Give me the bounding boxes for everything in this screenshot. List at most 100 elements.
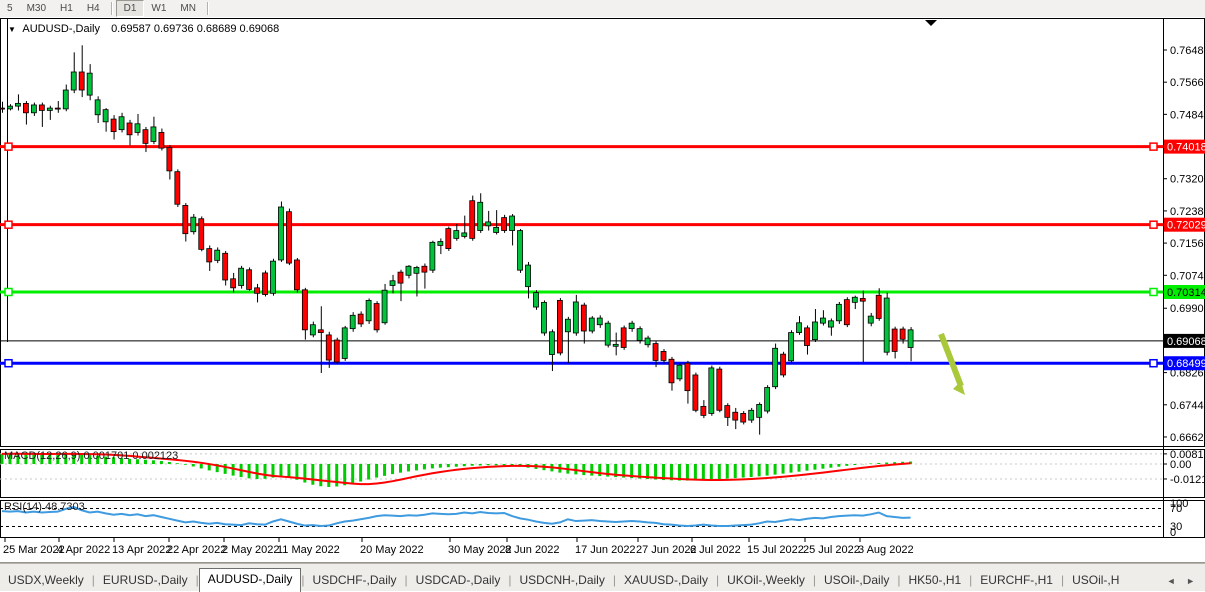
candle-body	[620, 327, 627, 348]
hline-handle[interactable]	[4, 358, 13, 368]
toolbar-separator	[110, 2, 112, 15]
candle-body	[509, 215, 515, 231]
candle	[166, 144, 173, 180]
tab-ukoil-weekly[interactable]: UKOil-,Weekly	[727, 573, 805, 587]
candle	[230, 272, 237, 293]
candle-body	[572, 301, 579, 334]
timeframe-button-m30[interactable]: M30	[26, 3, 47, 14]
candle-body	[15, 102, 21, 107]
timeframe-button-h4[interactable]: H4	[86, 3, 100, 14]
candle	[580, 302, 587, 344]
candle-body	[899, 328, 906, 340]
hline-handle[interactable]	[4, 220, 13, 229]
candle	[46, 105, 53, 120]
price-label-box	[1164, 333, 1205, 348]
tab-usdcnh-daily[interactable]: USDCNH-,Daily	[519, 573, 605, 587]
candle	[604, 320, 611, 348]
candle	[365, 298, 372, 324]
candle-body	[859, 298, 866, 302]
date-label: 15 Jul 2022	[747, 544, 804, 556]
candle-body	[134, 123, 141, 133]
candle	[756, 402, 763, 435]
candle-body	[517, 230, 523, 271]
candle	[525, 261, 531, 299]
candle	[700, 400, 707, 419]
candle	[541, 300, 547, 336]
candle-body	[668, 358, 675, 384]
tab-usdchf-daily[interactable]: USDCHF-,Daily	[312, 573, 397, 587]
candle-body	[206, 248, 213, 263]
tab-separator: |	[969, 573, 973, 587]
candle	[349, 312, 356, 332]
candle	[883, 292, 890, 356]
tab-eurusd-daily[interactable]: EURUSD-,Daily	[102, 573, 188, 587]
timeframe-button-5[interactable]: 5	[7, 3, 13, 14]
candle	[875, 288, 882, 321]
chart-shift-marker-icon[interactable]	[925, 20, 937, 26]
date-label: 20 May 2022	[360, 544, 424, 556]
tab-hk50-h1[interactable]: HK50-,H1	[908, 573, 962, 587]
candle-body	[325, 334, 332, 361]
hline-handle[interactable]	[4, 287, 13, 297]
candle-body	[198, 218, 205, 250]
date-label: 13 Apr 2022	[112, 544, 171, 556]
macd-scale-label: -0.01212	[1170, 474, 1205, 486]
timeframe-button-h1[interactable]: H1	[60, 3, 73, 14]
tab-usoil-daily[interactable]: USOil-,Daily	[824, 573, 890, 587]
candle	[628, 320, 635, 332]
candle-body	[110, 118, 117, 133]
rsi-line	[1, 506, 911, 528]
candle	[0, 101, 5, 113]
tab-separator: |	[404, 573, 408, 587]
trend-arrow-head-icon[interactable]	[953, 381, 965, 395]
candle-body	[907, 329, 914, 348]
candle	[764, 385, 771, 414]
candle-body	[30, 104, 37, 114]
candle	[317, 306, 324, 373]
candle-body	[174, 171, 181, 205]
trend-arrow-shaft[interactable]	[938, 332, 964, 388]
tab-xauusd-daily[interactable]: XAUUSD-,Daily	[623, 573, 708, 587]
tab-usdx-weekly[interactable]: USDX,Weekly	[8, 573, 84, 587]
candle-body	[102, 109, 109, 123]
candle	[309, 321, 316, 338]
candle-body	[796, 322, 802, 333]
tab-separator: |	[508, 573, 512, 587]
hline-handle[interactable]	[4, 142, 13, 151]
tab-eurchf-h1[interactable]: EURCHF-,H1	[980, 573, 1053, 587]
candle-body	[365, 299, 372, 322]
hline-handle[interactable]	[1149, 358, 1158, 368]
candle-body	[469, 200, 476, 239]
chart-title: ▼ AUDUSD-,Daily 0.69587 0.69736 0.68689 …	[8, 23, 279, 35]
candle-body	[820, 317, 826, 324]
candle	[118, 112, 125, 133]
main-chart-frame[interactable]	[0, 18, 1205, 447]
candle	[812, 309, 818, 342]
hline-price-label: 0.68499	[1167, 358, 1205, 370]
tab-scroll-arrows[interactable]: ◄ ►	[1166, 576, 1199, 586]
candle-body	[732, 411, 739, 421]
hline-handle[interactable]	[1149, 220, 1158, 229]
rsi-scale-label: 0	[1170, 527, 1176, 539]
tab-separator: |	[812, 573, 817, 587]
tab-usoil-h[interactable]: USOil-,H	[1072, 573, 1120, 587]
hline-handle[interactable]	[1149, 142, 1158, 151]
candle-body	[0, 107, 5, 110]
candle	[501, 214, 508, 233]
timeframe-button-mn[interactable]: MN	[180, 3, 196, 14]
candle-body	[86, 72, 93, 96]
candle-body	[580, 304, 587, 332]
tab-separator: |	[195, 573, 199, 587]
tab-usdcad-daily[interactable]: USDCAD-,Daily	[415, 573, 501, 587]
date-label: 8 Jun 2022	[505, 544, 559, 556]
date-label: 30 May 2022	[448, 544, 512, 556]
tab-audusd-daily[interactable]: AUDUSD-,Daily	[198, 568, 302, 592]
price-label-box	[1164, 217, 1205, 232]
collapse-triangle-icon[interactable]: ▼	[8, 25, 16, 34]
hline-handle[interactable]	[1149, 287, 1158, 297]
candle	[748, 407, 755, 423]
timeframe-button-w1[interactable]: W1	[151, 3, 167, 14]
timeframe-button-d1[interactable]: D1	[115, 0, 145, 17]
